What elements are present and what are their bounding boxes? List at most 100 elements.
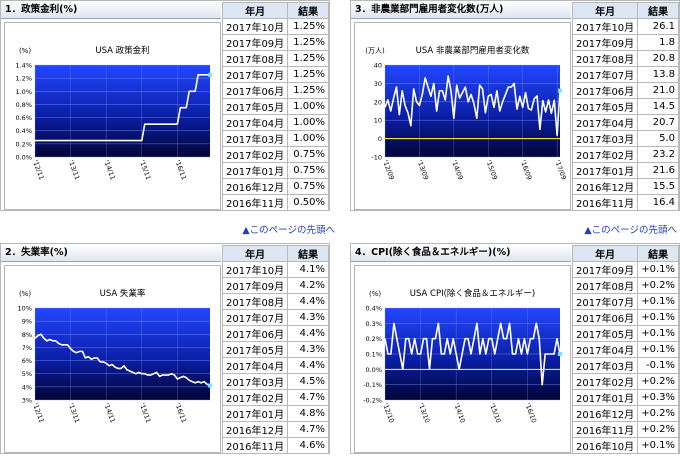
x-tick-label: '16/10 <box>523 402 538 424</box>
date-cell: 2017年05月 <box>221 98 289 115</box>
date-cell: 2017年03月 <box>221 373 289 390</box>
data-line <box>384 75 561 137</box>
date-cell: 2017年06月 <box>571 82 639 99</box>
table-row: 2017年01月 21.6 <box>571 162 679 179</box>
x-tick-label: '13/11 <box>67 159 82 181</box>
date-cell: 2017年10月 <box>571 18 639 35</box>
y-axis-unit: (%) <box>19 290 31 298</box>
x-tick-label: '13/11 <box>67 402 82 424</box>
chart-title: USA 非農業部門雇用者変化数 <box>416 45 530 56</box>
table-row: 2017年07月 13.8 <box>571 66 679 83</box>
result-cell: 0.75% <box>287 178 329 195</box>
y-tick-label: 5% <box>22 370 32 378</box>
result-cell: 1.8 <box>637 34 679 51</box>
panel-title: 1．政策金利(%) <box>1 1 221 19</box>
table-row: 2017年06月 4.4% <box>221 325 329 342</box>
column-header: 結果 <box>287 245 329 262</box>
y-tick-label: 0.3% <box>365 320 382 328</box>
table-row: 2017年07月 +0.1% <box>571 293 679 310</box>
result-table: 年月 結果 2017年10月 4.1% 2017年09月 4.2% 2017年08月 4.4%… <box>221 245 329 454</box>
column-header: 結果 <box>637 245 679 262</box>
chart-title: USA CPI(除く食品＆エネルギー) <box>410 288 536 299</box>
result-cell: 16.4 <box>637 194 679 211</box>
result-cell: +0.2% <box>637 373 679 390</box>
column-header: 結果 <box>637 2 679 19</box>
table-row: 2017年04月 1.00% <box>221 114 329 131</box>
x-tick-label: '15/10 <box>488 402 503 424</box>
result-cell: 4.6% <box>287 437 329 454</box>
result-cell: 26.1 <box>637 18 679 35</box>
table-row: 2016年11月 4.6% <box>221 437 329 454</box>
x-tick-label: '14/10 <box>452 402 467 424</box>
date-cell: 2016年12月 <box>571 178 639 195</box>
table-row: 2017年04月 +0.1% <box>571 341 679 358</box>
page-top-link[interactable]: ▲このページの先頭へ <box>242 225 335 236</box>
y-tick-label: 0.2% <box>365 335 382 343</box>
table-row: 2017年04月 20.7 <box>571 114 679 131</box>
table-row: 2017年10月 1.25% <box>221 18 329 35</box>
result-cell: 4.7% <box>287 389 329 406</box>
date-cell: 2017年08月 <box>571 50 639 67</box>
date-cell: 2017年08月 <box>221 293 289 310</box>
data-line <box>384 322 561 386</box>
chart: USA 失業率 (%) 3% 4% 5% 6% 7% 8% 9% 10% '12/11 '13/11 '… <box>4 265 221 453</box>
chart: USA CPI(除く食品＆エネルギー) (%) -0.2% -0.1% 0.0% 0.1%… <box>354 265 571 453</box>
table-row: 2017年04月 4.4% <box>221 357 329 374</box>
x-tick-label: '14/11 <box>102 402 117 424</box>
page-top-link[interactable]: ▲このページの先頭へ <box>584 225 677 236</box>
last-point-marker <box>558 88 562 93</box>
x-tick-label: '12/11 <box>31 159 46 181</box>
table-header-row: 年月 結果 <box>571 245 679 262</box>
column-header: 年月 <box>221 2 289 19</box>
table-header-row: 年月 結果 <box>221 2 329 19</box>
date-cell: 2017年07月 <box>221 309 289 326</box>
chart-title: USA 失業率 <box>100 288 146 299</box>
chart-title: USA 政策金利 <box>95 45 149 56</box>
table-row: 2016年11月 0.50% <box>221 194 329 211</box>
result-cell: 4.5% <box>287 373 329 390</box>
y-tick-label: 9% <box>22 318 32 326</box>
y-tick-label: 0.2% <box>15 140 32 148</box>
date-cell: 2017年06月 <box>221 82 289 99</box>
table-row: 2016年10月 +0.1% <box>571 437 679 454</box>
result-cell: 13.8 <box>637 66 679 83</box>
result-cell: 4.3% <box>287 309 329 326</box>
date-cell: 2017年10月 <box>221 18 289 35</box>
table-row: 2017年02月 +0.2% <box>571 373 679 390</box>
y-axis-unit: (%) <box>19 47 31 55</box>
table-row: 2017年03月 -0.1% <box>571 357 679 374</box>
table-row: 2017年08月 20.8 <box>571 50 679 67</box>
y-tick-label: 0.4% <box>365 305 382 313</box>
x-tick-label: '16/09 <box>519 159 534 181</box>
date-cell: 2016年11月 <box>221 437 289 454</box>
result-cell: 0.75% <box>287 146 329 163</box>
date-cell: 2017年09月 <box>221 277 289 294</box>
date-cell: 2017年01月 <box>571 162 639 179</box>
y-axis-unit: (%) <box>369 290 381 298</box>
date-cell: 2017年03月 <box>221 130 289 147</box>
result-cell: +0.1% <box>637 437 679 454</box>
table-row: 2017年09月 1.8 <box>571 34 679 51</box>
x-tick-label: '13/10 <box>417 402 432 424</box>
y-tick-label: 3% <box>22 397 32 405</box>
result-cell: +0.1% <box>637 293 679 310</box>
result-cell: 4.4% <box>287 293 329 310</box>
date-cell: 2017年04月 <box>571 341 639 358</box>
table-row: 2017年06月 1.25% <box>221 82 329 99</box>
table-row: 2017年02月 23.2 <box>571 146 679 163</box>
date-cell: 2017年03月 <box>571 130 639 147</box>
table-row: 2017年01月 +0.3% <box>571 389 679 406</box>
table-row: 2017年08月 1.25% <box>221 50 329 67</box>
date-cell: 2016年11月 <box>571 194 639 211</box>
table-row: 2016年12月 15.5 <box>571 178 679 195</box>
x-tick-label: '14/09 <box>450 159 465 181</box>
date-cell: 2017年02月 <box>221 146 289 163</box>
result-cell: 21.6 <box>637 162 679 179</box>
date-cell: 2017年02月 <box>571 146 639 163</box>
last-point-marker <box>208 383 212 388</box>
result-cell: +0.1% <box>637 325 679 342</box>
result-cell: 5.0 <box>637 130 679 147</box>
date-cell: 2017年01月 <box>571 389 639 406</box>
table-row: 2017年10月 4.1% <box>221 261 329 278</box>
date-cell: 2017年05月 <box>221 341 289 358</box>
